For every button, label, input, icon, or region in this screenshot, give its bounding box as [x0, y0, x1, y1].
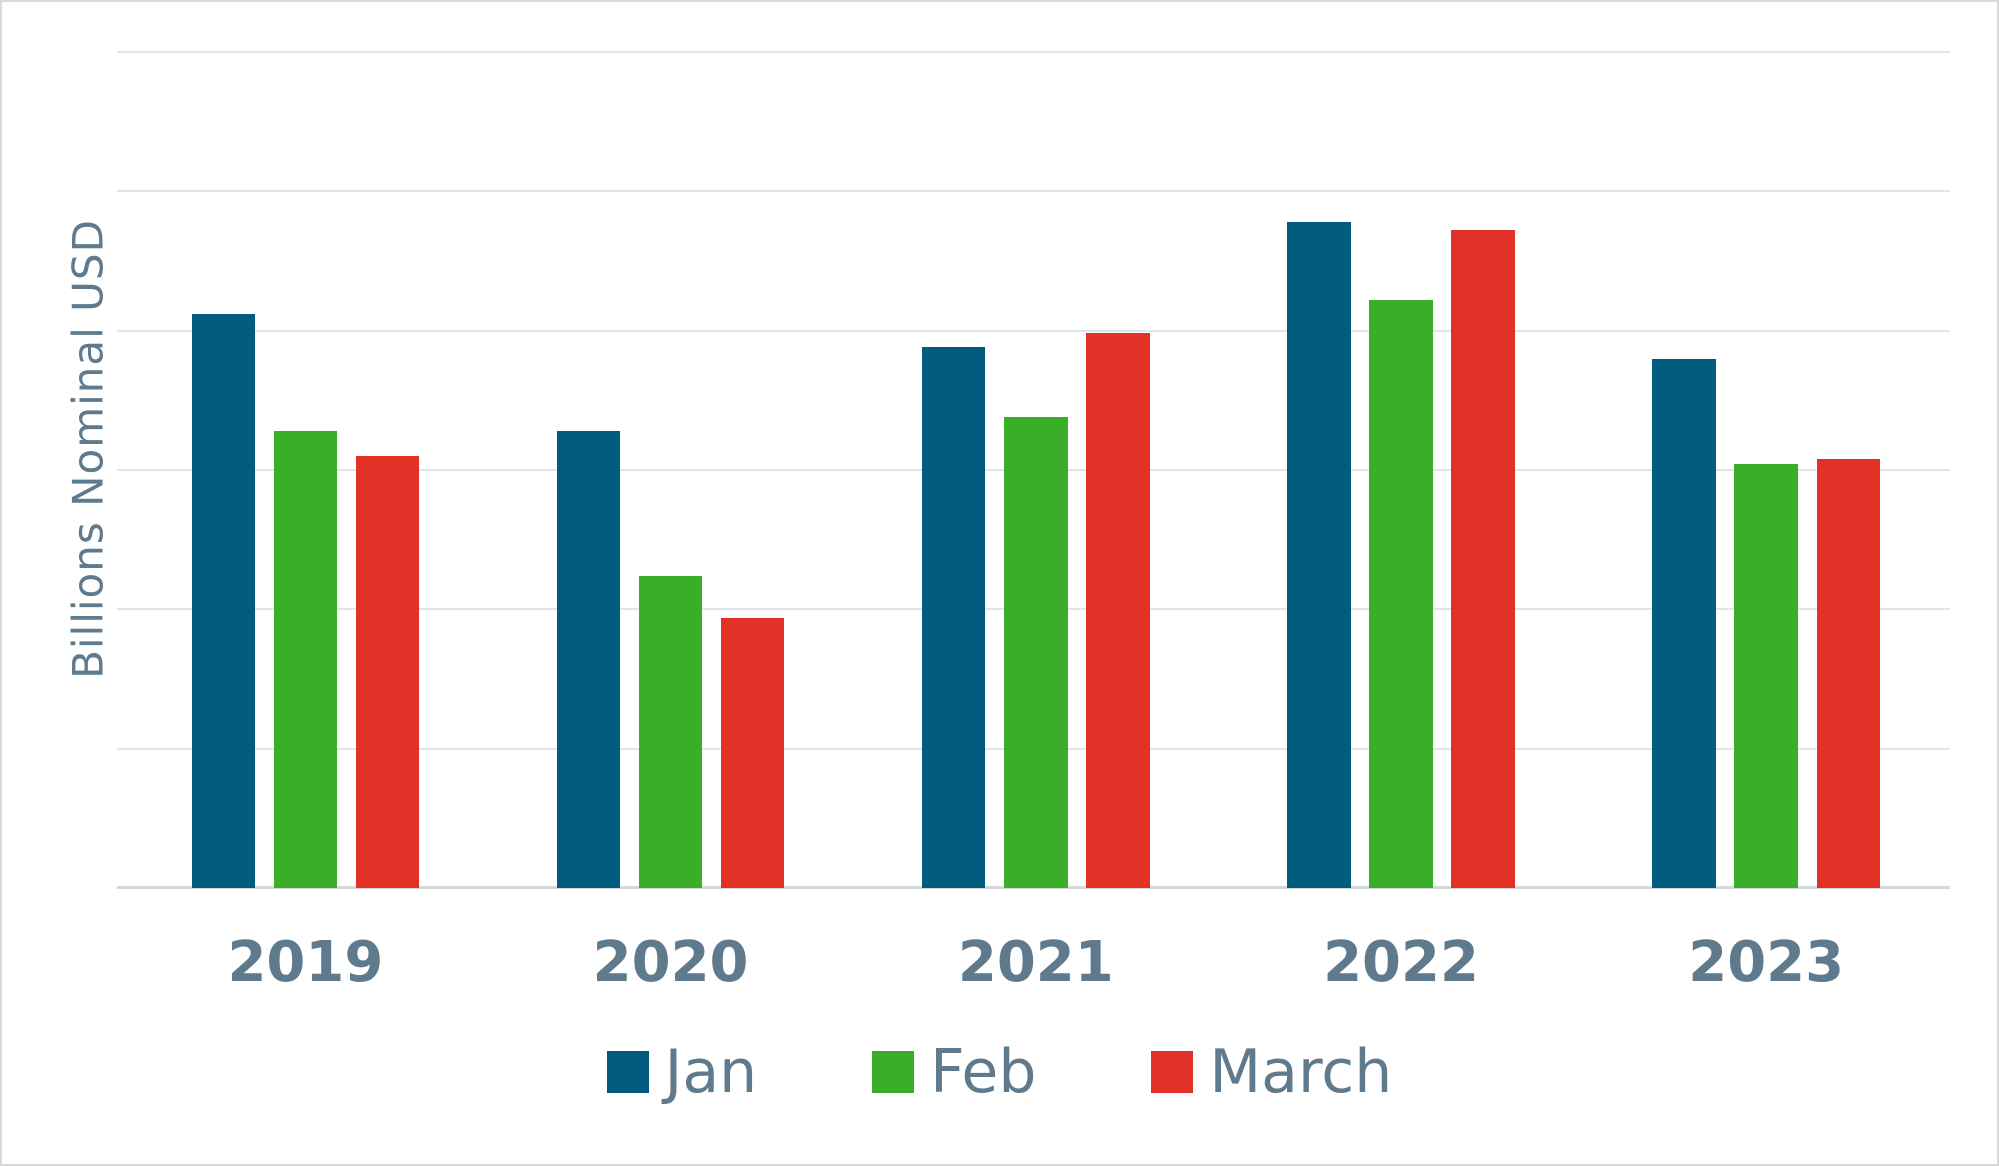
bar-2021-jan — [921, 347, 986, 888]
x-axis-label-2023: 2023 — [1688, 930, 1845, 995]
x-axis-label-2021: 2021 — [957, 930, 1114, 995]
bar-2020-march — [720, 617, 785, 888]
bar-2023-jan — [1652, 358, 1716, 888]
bar-2023-feb — [1734, 464, 1798, 888]
x-axis-label-2019: 2019 — [227, 930, 384, 995]
legend-item-feb: Feb — [872, 1042, 1036, 1102]
bar-2022-jan — [1287, 222, 1351, 888]
legend-swatch-feb — [872, 1051, 915, 1093]
legend-label: Feb — [930, 1037, 1037, 1107]
plot-area — [117, 51, 1950, 889]
bar-2021-march — [1086, 333, 1150, 888]
legend-item-jan: Jan — [606, 1037, 758, 1107]
bar-2023-march — [1816, 458, 1881, 888]
bar-2022-feb — [1369, 300, 1433, 888]
gridline — [117, 190, 1950, 193]
legend-item-march: March — [1151, 1042, 1392, 1102]
legend: Jan Feb March — [2, 1042, 1997, 1102]
bar-2019-march — [355, 456, 420, 888]
legend-label: March — [1209, 1037, 1393, 1107]
bar-2019-feb — [273, 431, 338, 888]
bar-2020-jan — [556, 431, 621, 888]
gridline — [117, 329, 1950, 332]
y-axis-title: Billions Nominal USD — [63, 219, 113, 679]
legend-label: Jan — [664, 1037, 758, 1107]
x-axis-label-2022: 2022 — [1323, 930, 1479, 995]
bar-2019-jan — [191, 313, 256, 888]
gridline — [117, 51, 1950, 53]
bar-2020-feb — [638, 575, 703, 888]
legend-swatch-jan — [606, 1051, 649, 1093]
legend-swatch-march — [1151, 1051, 1194, 1093]
bar-2022-march — [1451, 230, 1515, 888]
x-axis-label-2020: 2020 — [592, 930, 749, 995]
bar-2021-feb — [1004, 417, 1068, 888]
